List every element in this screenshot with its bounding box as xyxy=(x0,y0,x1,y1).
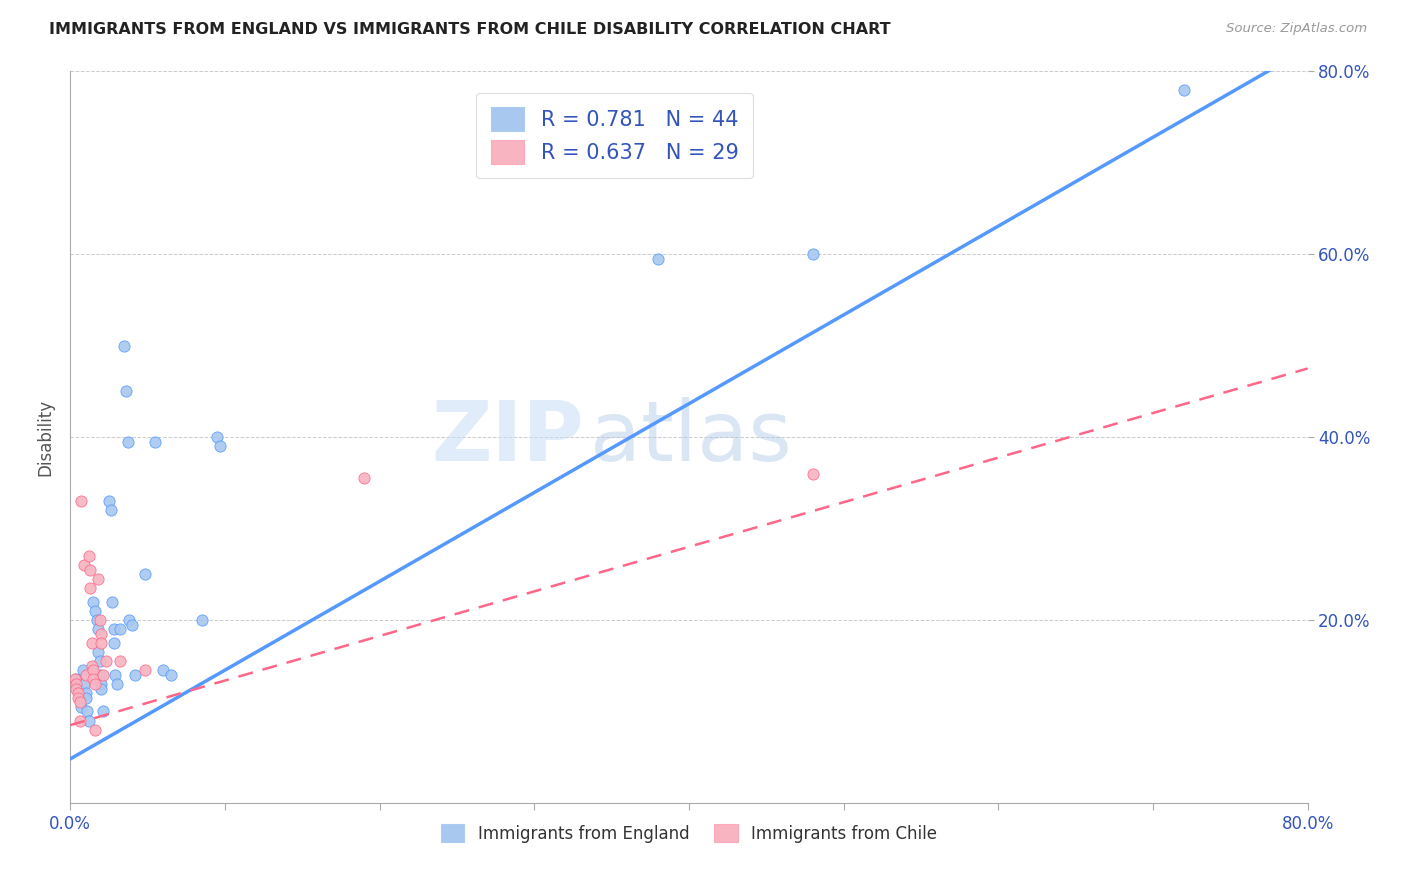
Point xyxy=(87,645,110,659)
Point xyxy=(77,549,100,563)
Point xyxy=(89,654,111,668)
Point xyxy=(152,663,174,677)
Text: ZIP: ZIP xyxy=(432,397,583,477)
Point xyxy=(801,467,824,481)
Point xyxy=(63,673,86,687)
Point xyxy=(90,626,112,640)
Point xyxy=(75,686,97,700)
Point xyxy=(207,430,229,444)
Point xyxy=(103,622,125,636)
Point xyxy=(65,681,87,696)
Point xyxy=(84,677,107,691)
Point xyxy=(87,622,110,636)
Point xyxy=(134,663,156,677)
Point xyxy=(801,247,824,261)
Point xyxy=(72,663,94,677)
Point xyxy=(115,384,138,399)
Point xyxy=(70,494,93,508)
Point xyxy=(70,699,93,714)
Point xyxy=(67,681,90,696)
Point xyxy=(79,581,101,595)
Point xyxy=(73,558,96,573)
Y-axis label: Disability: Disability xyxy=(37,399,55,475)
Point xyxy=(76,705,98,719)
Point xyxy=(160,667,183,681)
Point xyxy=(91,667,114,681)
Point xyxy=(134,567,156,582)
Point xyxy=(80,658,103,673)
Point xyxy=(145,434,166,449)
Point xyxy=(100,503,122,517)
Point xyxy=(98,494,120,508)
Point xyxy=(647,252,669,266)
Text: Source: ZipAtlas.com: Source: ZipAtlas.com xyxy=(1226,22,1367,36)
Point xyxy=(65,677,87,691)
Point xyxy=(108,622,131,636)
Point xyxy=(353,471,375,485)
Point xyxy=(104,667,127,681)
Point xyxy=(69,714,91,728)
Point xyxy=(67,690,90,705)
Point xyxy=(80,636,103,650)
Point xyxy=(1173,82,1195,96)
Point xyxy=(89,667,111,681)
Point xyxy=(82,663,105,677)
Point xyxy=(117,434,139,449)
Point xyxy=(108,654,131,668)
Point xyxy=(91,705,114,719)
Point xyxy=(69,690,91,705)
Point xyxy=(84,723,107,737)
Point xyxy=(75,690,97,705)
Point xyxy=(90,681,112,696)
Point xyxy=(65,673,87,687)
Point xyxy=(77,714,100,728)
Point xyxy=(121,617,143,632)
Point xyxy=(79,563,101,577)
Point xyxy=(209,439,232,453)
Legend: Immigrants from England, Immigrants from Chile: Immigrants from England, Immigrants from… xyxy=(434,818,943,849)
Point xyxy=(114,338,135,352)
Point xyxy=(67,686,90,700)
Point xyxy=(82,594,105,608)
Text: IMMIGRANTS FROM ENGLAND VS IMMIGRANTS FROM CHILE DISABILITY CORRELATION CHART: IMMIGRANTS FROM ENGLAND VS IMMIGRANTS FR… xyxy=(49,22,891,37)
Point xyxy=(94,654,117,668)
Point xyxy=(69,695,91,709)
Point xyxy=(124,667,146,681)
Point xyxy=(84,604,107,618)
Point xyxy=(103,636,125,650)
Point xyxy=(101,594,124,608)
Point xyxy=(118,613,141,627)
Point xyxy=(75,667,97,681)
Text: atlas: atlas xyxy=(591,397,792,477)
Point xyxy=(73,677,96,691)
Point xyxy=(86,613,108,627)
Point xyxy=(191,613,214,627)
Point xyxy=(87,572,110,586)
Point xyxy=(90,636,112,650)
Point xyxy=(82,673,105,687)
Point xyxy=(105,677,128,691)
Point xyxy=(89,613,111,627)
Point xyxy=(90,677,112,691)
